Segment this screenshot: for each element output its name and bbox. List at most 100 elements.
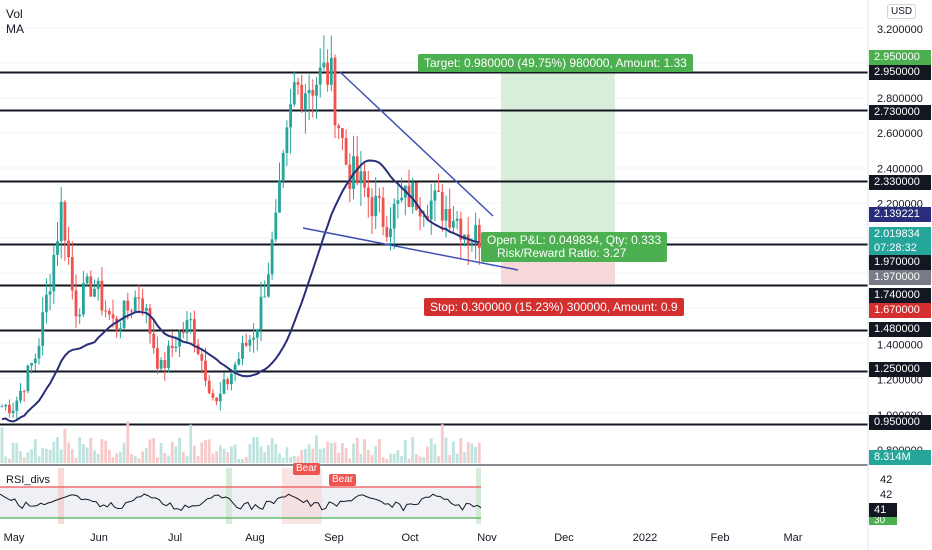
candle-body [248, 339, 252, 346]
volume-bar [244, 457, 248, 463]
volume-bar [89, 437, 93, 463]
candle-body [167, 345, 170, 369]
countdown: 07:28:32 [874, 242, 917, 254]
rsi-band [0, 487, 481, 518]
candle-body [263, 296, 267, 298]
price-axis-label: 1.200000 [877, 375, 923, 387]
volume-bar [107, 449, 111, 463]
candle-body [444, 209, 448, 221]
candle-body [152, 333, 156, 349]
volume-bar [233, 444, 237, 463]
volume-bar [263, 452, 267, 463]
volume-bar [241, 458, 244, 463]
volume-bar [378, 438, 381, 463]
volume-bar [444, 437, 448, 463]
volume-bar [196, 455, 200, 463]
rsi-axis-label-1: 42 [880, 474, 893, 486]
volume-bar [218, 445, 222, 463]
volume-bar [119, 451, 122, 463]
candle-body [196, 344, 200, 355]
volume-bar [255, 437, 259, 463]
tag-stop: 1.670000 [869, 303, 931, 318]
candle-body [204, 360, 207, 381]
price-axis-label: 2.600000 [877, 128, 923, 140]
volume-bar [463, 452, 466, 463]
candle-body [148, 307, 152, 334]
lower-trendline [302, 227, 519, 271]
stop-label: Stop: 0.300000 (15.23%) 300000, Amount: … [424, 298, 684, 316]
tag-target: 2.950000 [869, 50, 931, 65]
volume-bar [207, 439, 211, 463]
rsi-highlight [226, 468, 232, 524]
volume-bar [122, 442, 126, 463]
volume-bar [411, 437, 415, 463]
candle-body [56, 241, 59, 255]
volume-bar [355, 437, 359, 463]
candle-body [137, 297, 141, 299]
candle-body [96, 280, 100, 289]
volume-bar [148, 439, 152, 463]
price-axis-label: 1.400000 [877, 339, 923, 351]
volume-bar [204, 439, 207, 463]
volume-bar [318, 448, 322, 463]
tag-volume: 8.314M [869, 450, 931, 465]
candle-body [244, 342, 248, 346]
volume-bar [67, 442, 70, 463]
candle-body [218, 393, 222, 402]
volume-bar [100, 439, 104, 463]
candle-body [93, 288, 96, 297]
candle-body [344, 138, 348, 165]
candle-body [448, 209, 452, 228]
rsi-highlight [476, 468, 481, 524]
volume-bar [418, 456, 422, 463]
time-axis: May Jun Jul Aug Sep Oct Nov Dec 2022 Feb Mar [4, 532, 803, 544]
volume-bar [278, 453, 281, 463]
pnl-label: Open P&L: 0.049834, Qty: 0.333 Risk/Rewa… [481, 232, 668, 262]
candle-body [455, 218, 459, 221]
volume-bar [370, 455, 374, 463]
candle-body [11, 410, 15, 414]
candle-body [4, 404, 8, 407]
volume-bar [415, 454, 418, 463]
candle-body [418, 209, 422, 217]
volume-bar [363, 439, 366, 463]
volume-bars [0, 421, 481, 463]
volume-bar [193, 445, 196, 463]
candle-body [315, 84, 318, 96]
candle-body [470, 242, 474, 245]
candle-body [26, 365, 30, 392]
candle-body [359, 171, 363, 184]
volume-bar [33, 439, 37, 463]
volume-bar [341, 443, 344, 463]
candle-body [226, 379, 230, 385]
candle-body [193, 319, 196, 345]
volume-bar [352, 443, 355, 463]
volume-bar [392, 453, 396, 463]
volume-bar [163, 452, 167, 463]
candles [0, 35, 481, 421]
volume-bar [93, 450, 96, 463]
candle-body [311, 89, 315, 96]
candle-body [267, 274, 270, 297]
candle-body [189, 319, 193, 321]
candle-body [374, 195, 378, 217]
candle-body [285, 127, 289, 153]
time-axis-label: May [4, 532, 25, 544]
volume-bar [396, 450, 400, 463]
time-axis-label: Dec [554, 532, 574, 544]
candle-body [141, 298, 144, 311]
candle-body [59, 201, 63, 242]
currency-button[interactable]: USD [887, 4, 917, 19]
candle-body [111, 314, 115, 319]
volume-bar [156, 457, 159, 463]
volume-bar [74, 457, 78, 463]
candle-body [237, 358, 241, 365]
volume-bar [477, 442, 481, 463]
volume-bar [322, 448, 326, 463]
volume-bar [45, 448, 48, 463]
candle-body [366, 187, 370, 198]
candle-body [422, 215, 426, 217]
candle-body [318, 67, 322, 85]
rsi-axis-label-2: 42 [880, 489, 893, 501]
volume-bar [248, 444, 252, 463]
